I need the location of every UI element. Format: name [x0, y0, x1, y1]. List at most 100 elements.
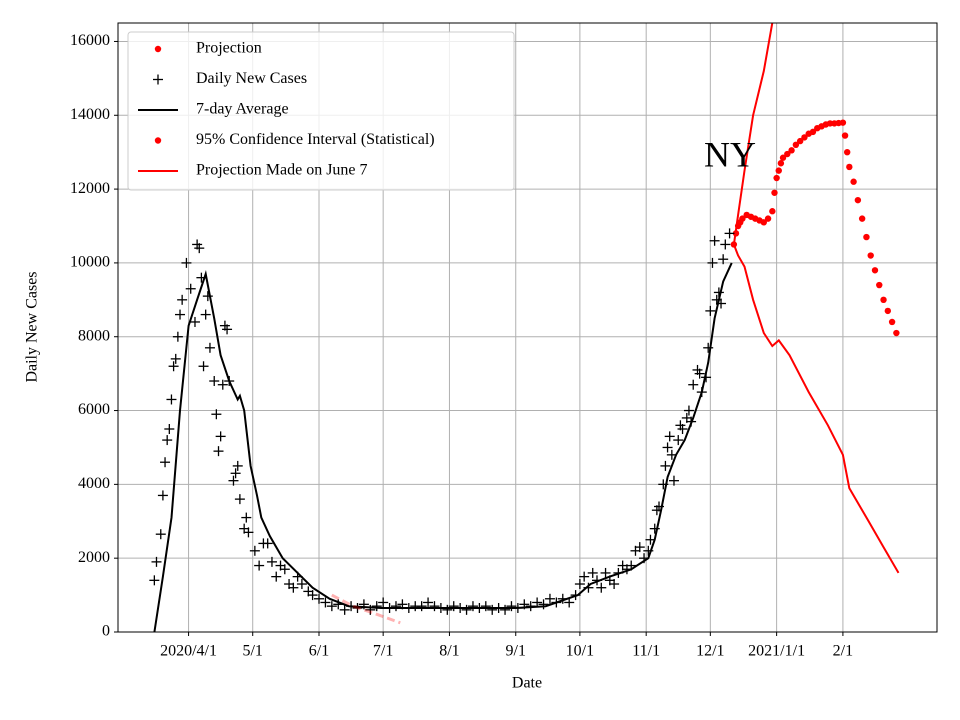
case-marker — [448, 601, 459, 612]
case-marker — [544, 593, 555, 604]
case-marker — [596, 582, 607, 593]
case-marker — [500, 604, 511, 615]
y-tick-label: 14000 — [70, 106, 110, 123]
case-marker — [181, 257, 192, 268]
case-marker — [175, 309, 186, 320]
y-tick-label: 10000 — [70, 254, 110, 271]
case-marker — [660, 460, 671, 471]
x-tick-label: 7/1 — [373, 643, 393, 660]
case-marker — [480, 601, 491, 612]
projection-dot — [880, 296, 887, 304]
y-tick-label: 6000 — [78, 401, 110, 418]
legend-dot — [154, 45, 162, 53]
case-marker — [677, 424, 688, 434]
projection-dot — [863, 233, 870, 241]
case-marker — [217, 379, 228, 390]
case-marker — [390, 601, 401, 612]
case-marker — [194, 243, 205, 254]
projection-dot — [858, 215, 866, 222]
case-marker — [683, 405, 694, 416]
case-marker — [416, 601, 427, 612]
case-marker — [151, 556, 162, 567]
projection-dot — [777, 160, 785, 167]
case-marker — [162, 435, 173, 446]
projection-dot — [760, 219, 767, 226]
case-marker — [326, 601, 337, 612]
case-marker — [634, 542, 645, 553]
case-marker — [271, 571, 282, 582]
case-marker — [587, 567, 598, 578]
legend-label: Daily New Cases — [196, 70, 307, 87]
case-marker — [243, 527, 254, 538]
case-marker — [673, 435, 684, 446]
case-marker — [371, 601, 382, 612]
case-marker — [172, 331, 183, 342]
case-marker — [339, 604, 350, 615]
ci-upper-line — [732, 23, 774, 245]
case-marker — [164, 424, 175, 434]
x-axis-label: Date — [512, 675, 542, 692]
case-marker — [609, 579, 620, 590]
legend-label: 7-day Average — [196, 101, 289, 118]
projection-dot — [846, 163, 853, 171]
case-marker — [487, 604, 498, 615]
case-marker — [189, 316, 200, 327]
case-marker — [232, 460, 243, 471]
case-marker — [664, 431, 675, 442]
case-marker — [467, 601, 478, 612]
projection-dot — [888, 318, 896, 326]
projection-dot — [841, 132, 849, 139]
x-tick-label: 5/1 — [242, 643, 262, 660]
case-marker — [707, 257, 718, 268]
legend-label: Projection Made on June 7 — [196, 162, 368, 179]
case-marker — [222, 324, 233, 335]
projection-dot — [876, 281, 883, 289]
y-tick-label: 0 — [102, 623, 110, 640]
case-marker — [249, 545, 260, 556]
case-marker — [149, 575, 160, 586]
plot-area — [149, 23, 900, 632]
projection-dot — [871, 267, 879, 274]
case-marker — [600, 567, 611, 578]
case-marker — [694, 368, 705, 379]
case-marker — [234, 494, 245, 505]
case-marker — [211, 409, 222, 420]
projection-dot — [839, 119, 847, 126]
case-marker — [166, 394, 177, 405]
projection-dot — [850, 178, 857, 185]
y-tick-label: 8000 — [78, 327, 110, 344]
case-marker — [320, 597, 331, 608]
case-marker — [200, 309, 211, 320]
case-marker — [668, 475, 679, 486]
case-marker — [720, 239, 731, 250]
legend-box — [127, 31, 515, 191]
case-marker — [709, 235, 720, 246]
y-tick-label: 16000 — [70, 32, 110, 49]
projection-dot — [739, 215, 746, 222]
legend-dot — [154, 137, 162, 144]
x-tick-label: 10/1 — [566, 643, 594, 660]
legend-label: 95% Confidence Interval (Statistical) — [196, 131, 435, 148]
case-marker — [703, 342, 714, 353]
projection-dot — [809, 128, 817, 136]
projection-dot — [771, 189, 778, 196]
x-tick-label: 9/1 — [506, 643, 526, 660]
case-marker — [296, 579, 307, 590]
legend-label: Projection — [196, 40, 262, 57]
case-marker — [266, 556, 277, 567]
legend: Projection Daily New Cases 7-day Average 95… — [127, 31, 515, 191]
projection-dot — [792, 141, 800, 148]
case-marker — [378, 597, 389, 608]
projection-dot — [779, 154, 787, 161]
case-marker — [230, 468, 241, 479]
case-marker — [352, 603, 363, 614]
case-marker — [662, 442, 673, 453]
case-marker — [177, 294, 188, 305]
case-marker — [160, 457, 171, 468]
case-marker — [209, 376, 220, 387]
projection-dot — [801, 134, 808, 141]
projection-dot — [764, 215, 772, 222]
case-marker — [574, 579, 585, 590]
x-tick-label: 2/1 — [833, 643, 853, 660]
case-marker — [168, 361, 179, 372]
